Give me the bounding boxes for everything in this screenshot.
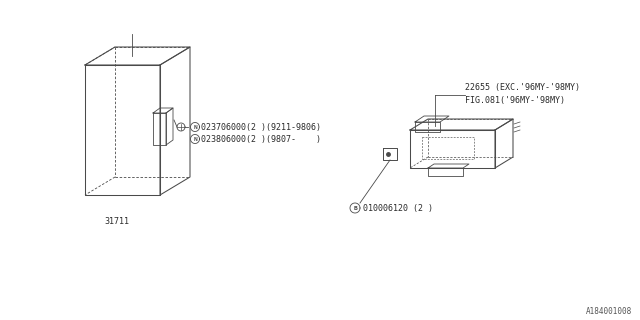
- Text: 22655 (EXC.'96MY-'98MY): 22655 (EXC.'96MY-'98MY): [465, 83, 580, 92]
- Text: B: B: [353, 205, 357, 211]
- Text: 023706000(2 )(9211-9806): 023706000(2 )(9211-9806): [201, 123, 321, 132]
- Text: 010006120 (2 ): 010006120 (2 ): [363, 204, 433, 212]
- Text: N: N: [193, 124, 197, 130]
- Text: N: N: [193, 137, 197, 141]
- Text: A184001008: A184001008: [586, 307, 632, 316]
- Text: FIG.081('96MY-'98MY): FIG.081('96MY-'98MY): [465, 96, 565, 105]
- Text: 023806000(2 )(9807-    ): 023806000(2 )(9807- ): [201, 134, 321, 143]
- Text: 31711: 31711: [104, 217, 129, 226]
